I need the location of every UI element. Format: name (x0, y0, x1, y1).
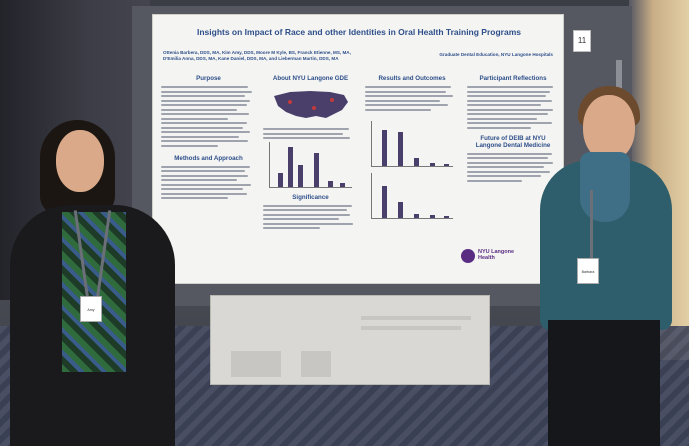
nyu-logo-icon (461, 249, 475, 263)
poster-column-1: Purpose Methods and Approach (161, 75, 256, 275)
board-number: 11 (573, 30, 591, 52)
heading-reflections: Participant Reflections (479, 75, 547, 82)
heading-significance: Significance (292, 193, 329, 201)
results-bar-chart-1 (371, 120, 453, 167)
heading-results: Results and Outcomes (378, 75, 446, 82)
research-poster: Insights on Impact of Race and other Ide… (152, 14, 564, 284)
heading-about: About NYU Langone GDE (272, 75, 349, 82)
poster-column-3: Results and Outcomes (365, 75, 459, 275)
poster-title: Insights on Impact of Race and other Ide… (196, 27, 521, 37)
results-bar-chart-2 (371, 172, 453, 219)
poster-authors: Ottenia Barbera, DDS, MA, Kim Amy, DDS, … (163, 50, 351, 61)
about-bar-chart (269, 141, 352, 188)
right-curtain (629, 0, 689, 360)
heading-methods: Methods and Approach (174, 154, 243, 162)
stand-pole (616, 60, 622, 410)
heading-purpose: Purpose (196, 75, 221, 82)
poster-column-2: About NYU Langone GDE Significance (263, 75, 358, 275)
poster-affiliation: Graduate Dental Education, NYU Langone H… (439, 52, 553, 57)
nyu-logo: NYU Langone Health (461, 247, 531, 267)
lower-poster (210, 295, 490, 385)
us-map-graphic (270, 86, 352, 122)
heading-future: Future of DEIB at NYU Langone Dental Med… (475, 134, 551, 149)
left-curtain (0, 0, 150, 300)
poster-column-4: Participant Reflections Future of DEIB a… (467, 75, 559, 275)
